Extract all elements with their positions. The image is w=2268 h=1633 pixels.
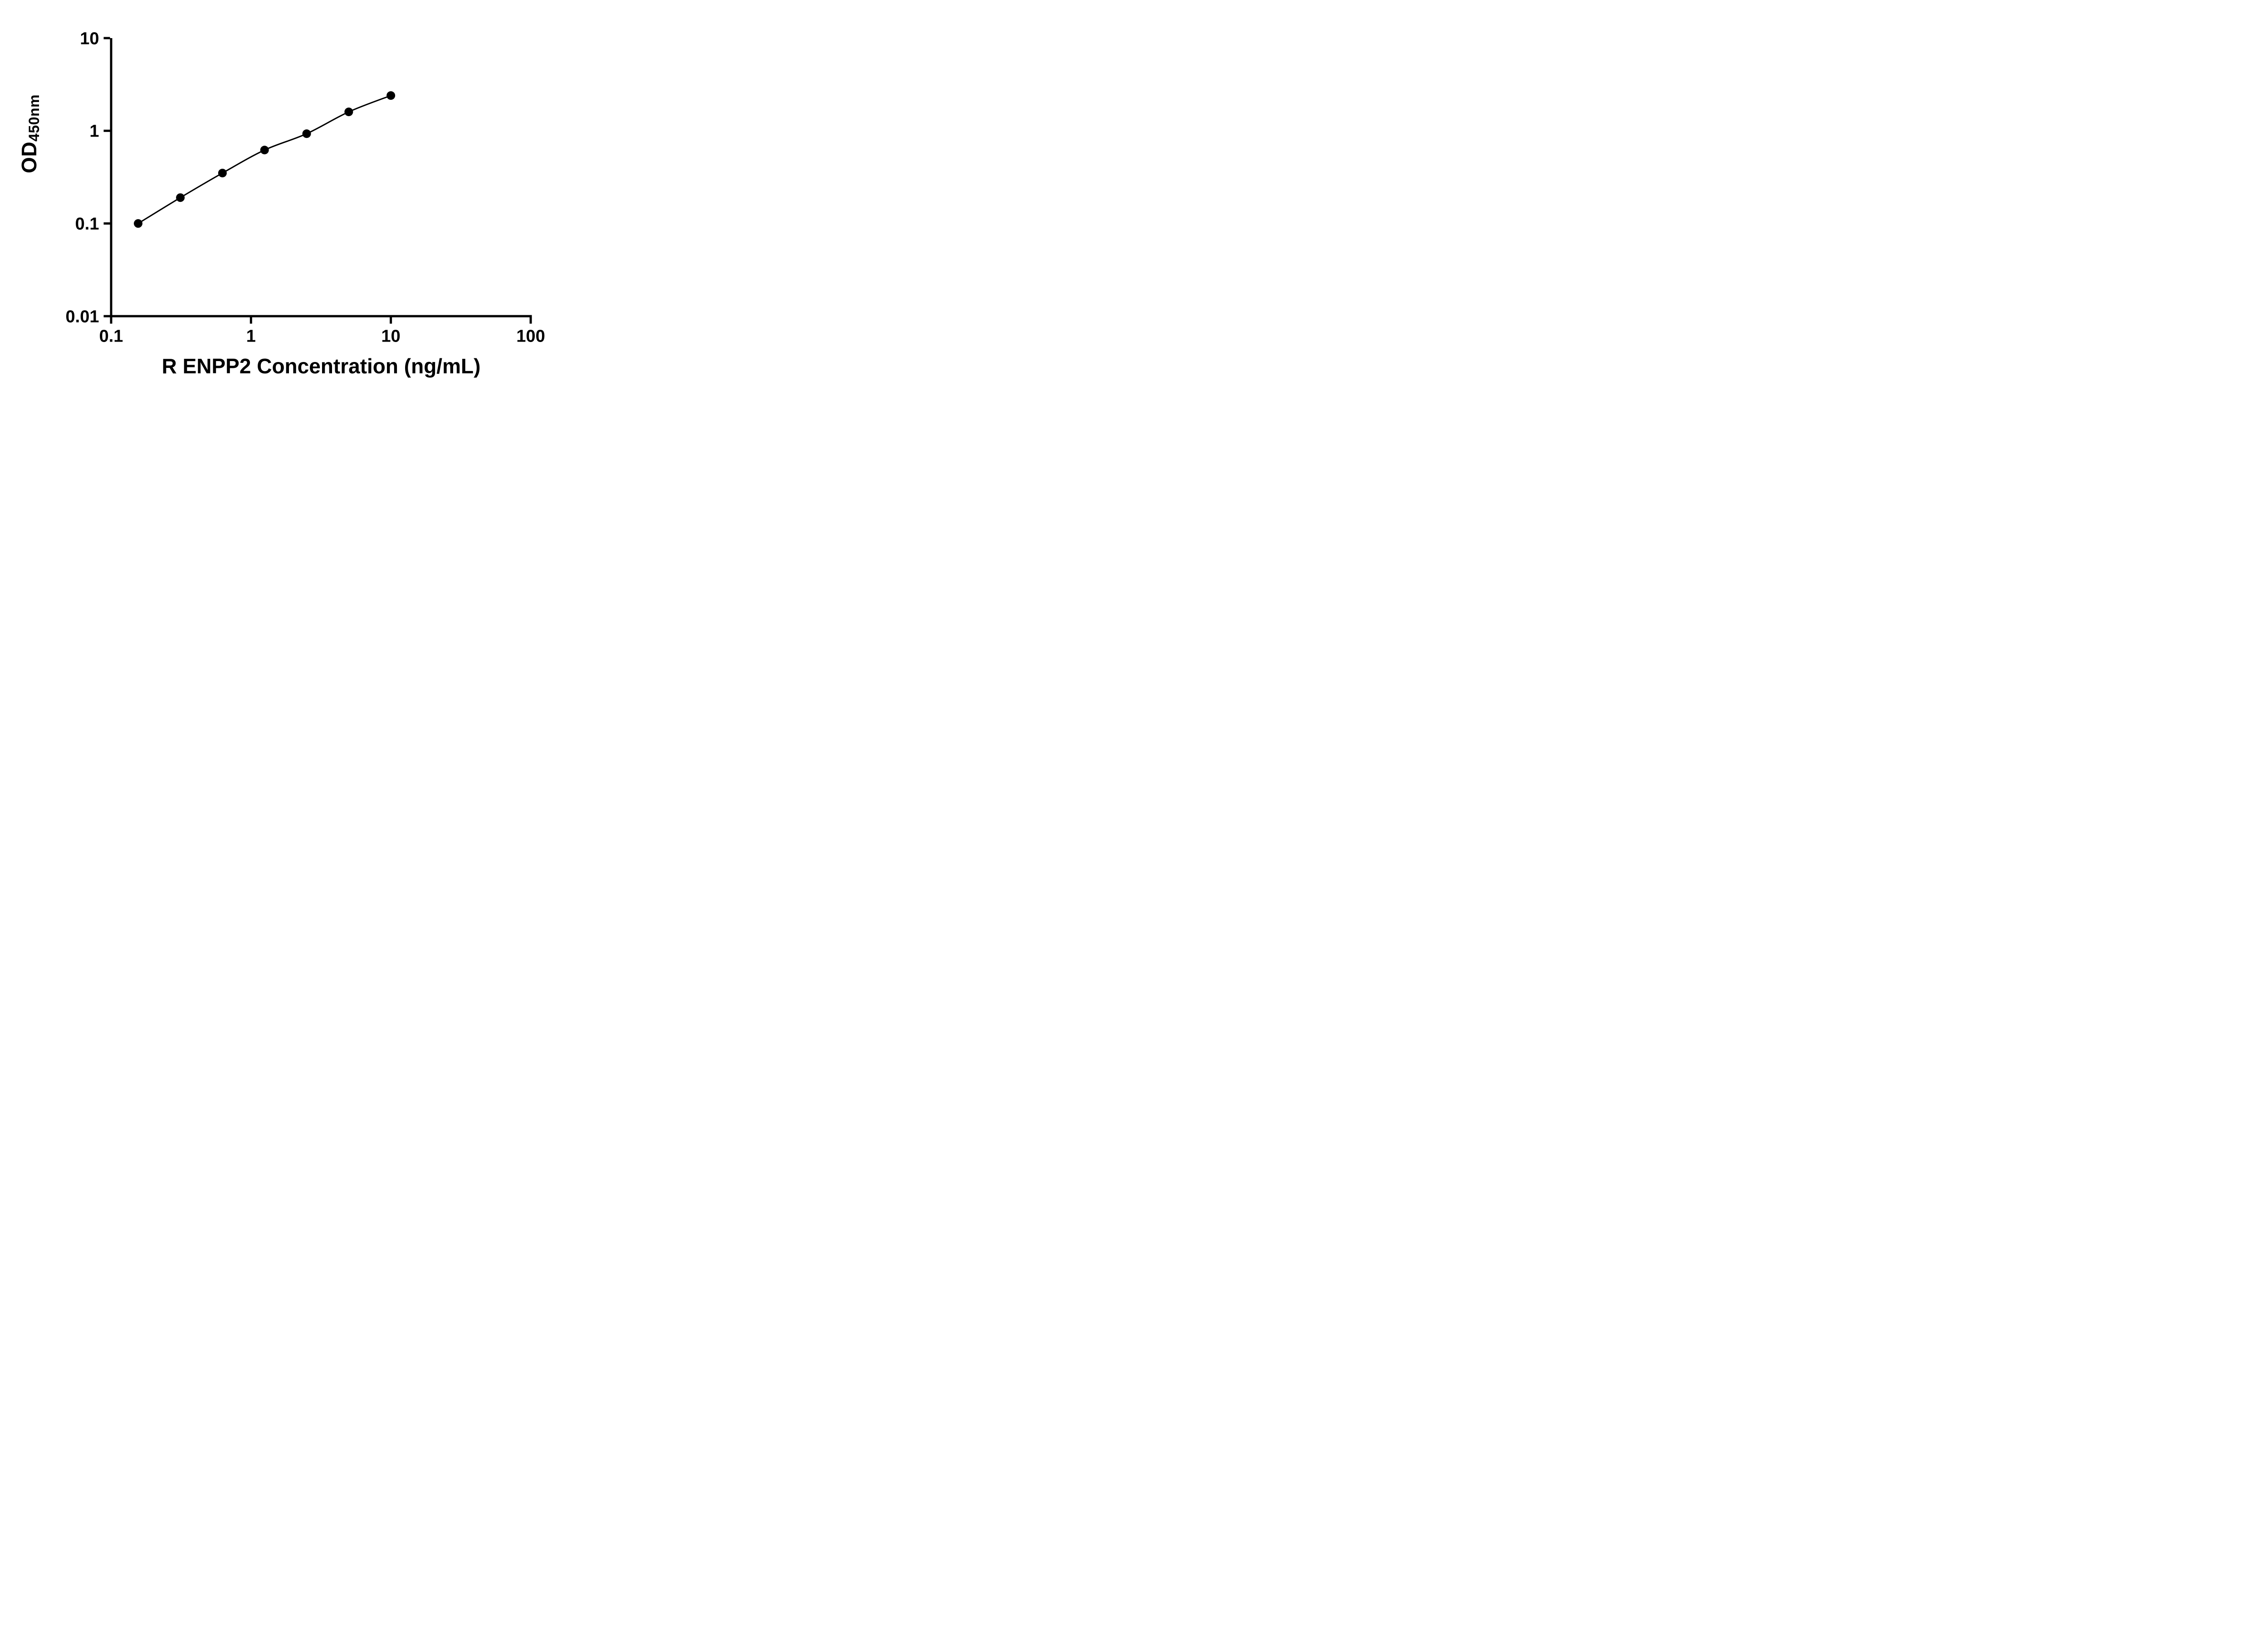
x-tick-label: 100 xyxy=(516,327,545,346)
data-point xyxy=(302,129,311,138)
x-tick-label: 0.1 xyxy=(99,327,123,346)
data-point xyxy=(260,146,269,155)
y-tick-label: 0.1 xyxy=(75,215,99,234)
data-point xyxy=(134,219,143,228)
y-tick-label: 1 xyxy=(89,122,99,141)
x-axis-title: R ENPP2 Concentration (ng/mL) xyxy=(161,354,481,378)
standard-curve-line xyxy=(137,95,391,224)
y-tick-label: 10 xyxy=(80,29,99,48)
data-point xyxy=(386,91,396,100)
y-axis-title-main: OD xyxy=(17,141,41,173)
y-axis-title-subscript: 450nm xyxy=(25,94,42,142)
x-tick-label: 10 xyxy=(381,327,401,346)
y-axis-title: OD450nm xyxy=(17,94,42,173)
x-tick-label: 1 xyxy=(246,327,256,346)
data-point xyxy=(344,108,353,117)
data-point xyxy=(218,169,227,177)
data-point xyxy=(176,193,185,202)
y-tick-label: 0.01 xyxy=(66,307,99,326)
elisa-standard-curve-figure: 0.1 1 10 100 0.01 0.1 1 10 OD450nm R ENPP2 Conc… xyxy=(0,0,583,408)
